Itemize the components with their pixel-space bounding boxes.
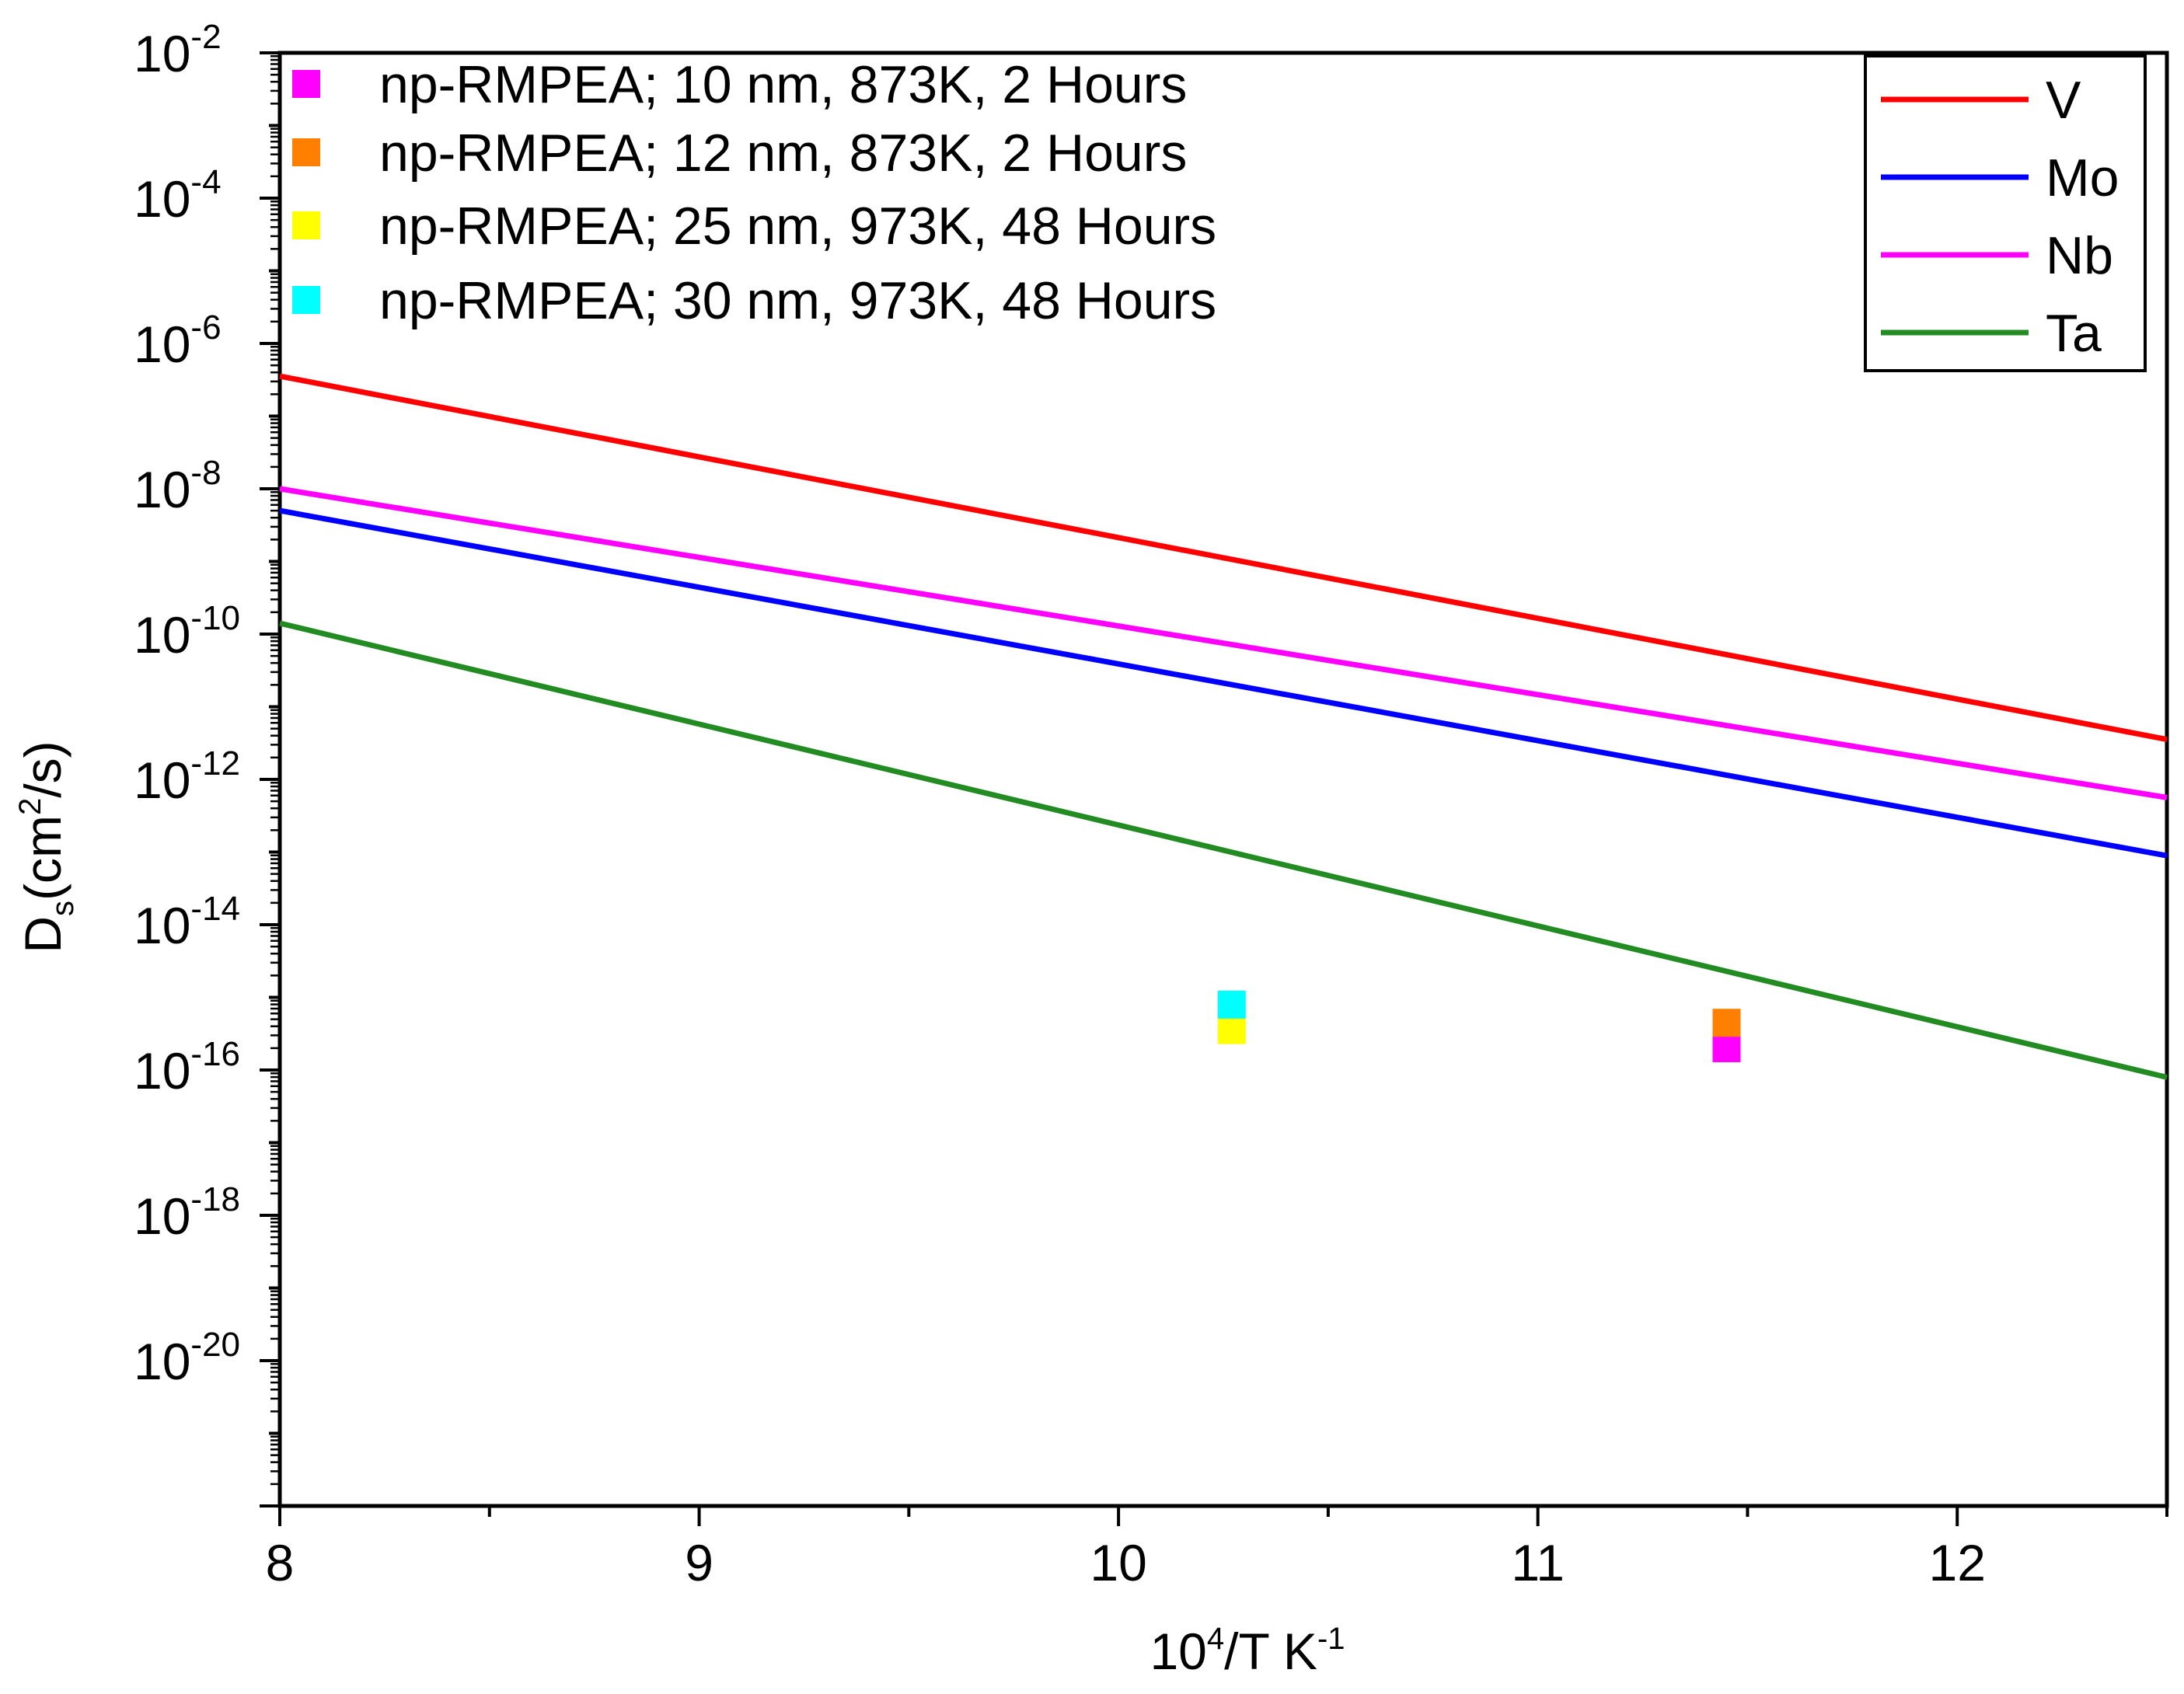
legend-point-swatch: [292, 138, 320, 166]
y-tick-label: 10-14: [134, 890, 240, 954]
y-tick-label: 10-4: [134, 163, 222, 228]
x-tick-labels: 8 9 10 11 12: [266, 1534, 1986, 1591]
x-tick-label: 12: [1929, 1534, 1986, 1591]
legend-point-label: np-RMPEA; 30 nm, 973K, 48 Hours: [379, 271, 1216, 330]
x-tick-label: 11: [1511, 1534, 1565, 1591]
data-point-1: [1712, 1033, 1741, 1062]
legend-point-label: np-RMPEA; 12 nm, 873K, 2 Hours: [379, 124, 1187, 183]
series-lines: [279, 373, 2168, 1080]
y-tick-label: 10-12: [134, 744, 240, 809]
legend-point-label: np-RMPEA; 10 nm, 873K, 2 Hours: [379, 55, 1187, 114]
y-tick-labels: 10-2 10-4 10-6 10-8 10-10 10-12 10-14 10-16 10-1…: [134, 18, 240, 1390]
y-tick-label: 10-16: [134, 1035, 240, 1100]
axis-ticks: [260, 51, 2168, 1526]
series-line-nb: [279, 486, 2168, 800]
x-tick-label: 8: [266, 1534, 295, 1591]
legend-line-label: Mo: [2046, 148, 2119, 207]
y-axis-title: Ds(cm2/s): [13, 741, 80, 953]
y-tick-label: 10-8: [134, 454, 222, 518]
legend-line-label: Nb: [2046, 226, 2113, 285]
y-tick-label: 10-2: [134, 18, 222, 82]
legend-point-swatch: [292, 211, 320, 239]
legend-line-label: V: [2046, 71, 2081, 130]
series-line-v: [279, 373, 2168, 743]
y-tick-label: 10-20: [134, 1326, 240, 1390]
y-tick-label: 10-18: [134, 1180, 240, 1245]
data-point-4: [1217, 990, 1246, 1019]
y-tick-label: 10-10: [134, 599, 240, 664]
x-tick-label: 10: [1090, 1534, 1146, 1591]
series-line-ta: [279, 620, 2168, 1080]
legend-point-swatch: [292, 70, 320, 98]
y-tick-label: 10-6: [134, 308, 222, 373]
data-point-3: [1217, 1016, 1246, 1044]
data-point-2: [1712, 1009, 1741, 1037]
x-tick-label: 9: [685, 1534, 713, 1591]
series-points: [1217, 990, 1741, 1062]
legend-points: np-RMPEA; 10 nm, 873K, 2 Hours np-RMPEA; …: [292, 55, 1216, 330]
x-axis-title: 104/T K-1: [1150, 1622, 1345, 1680]
legend-lines-box: [1864, 54, 2147, 372]
series-line-mo: [279, 507, 2168, 859]
legend-point-label: np-RMPEA; 25 nm, 973K, 48 Hours: [379, 197, 1216, 256]
legend-lines: V Mo Nb Ta: [1864, 54, 2147, 372]
legend-point-swatch: [292, 286, 320, 314]
legend-line-label: Ta: [2046, 304, 2102, 363]
